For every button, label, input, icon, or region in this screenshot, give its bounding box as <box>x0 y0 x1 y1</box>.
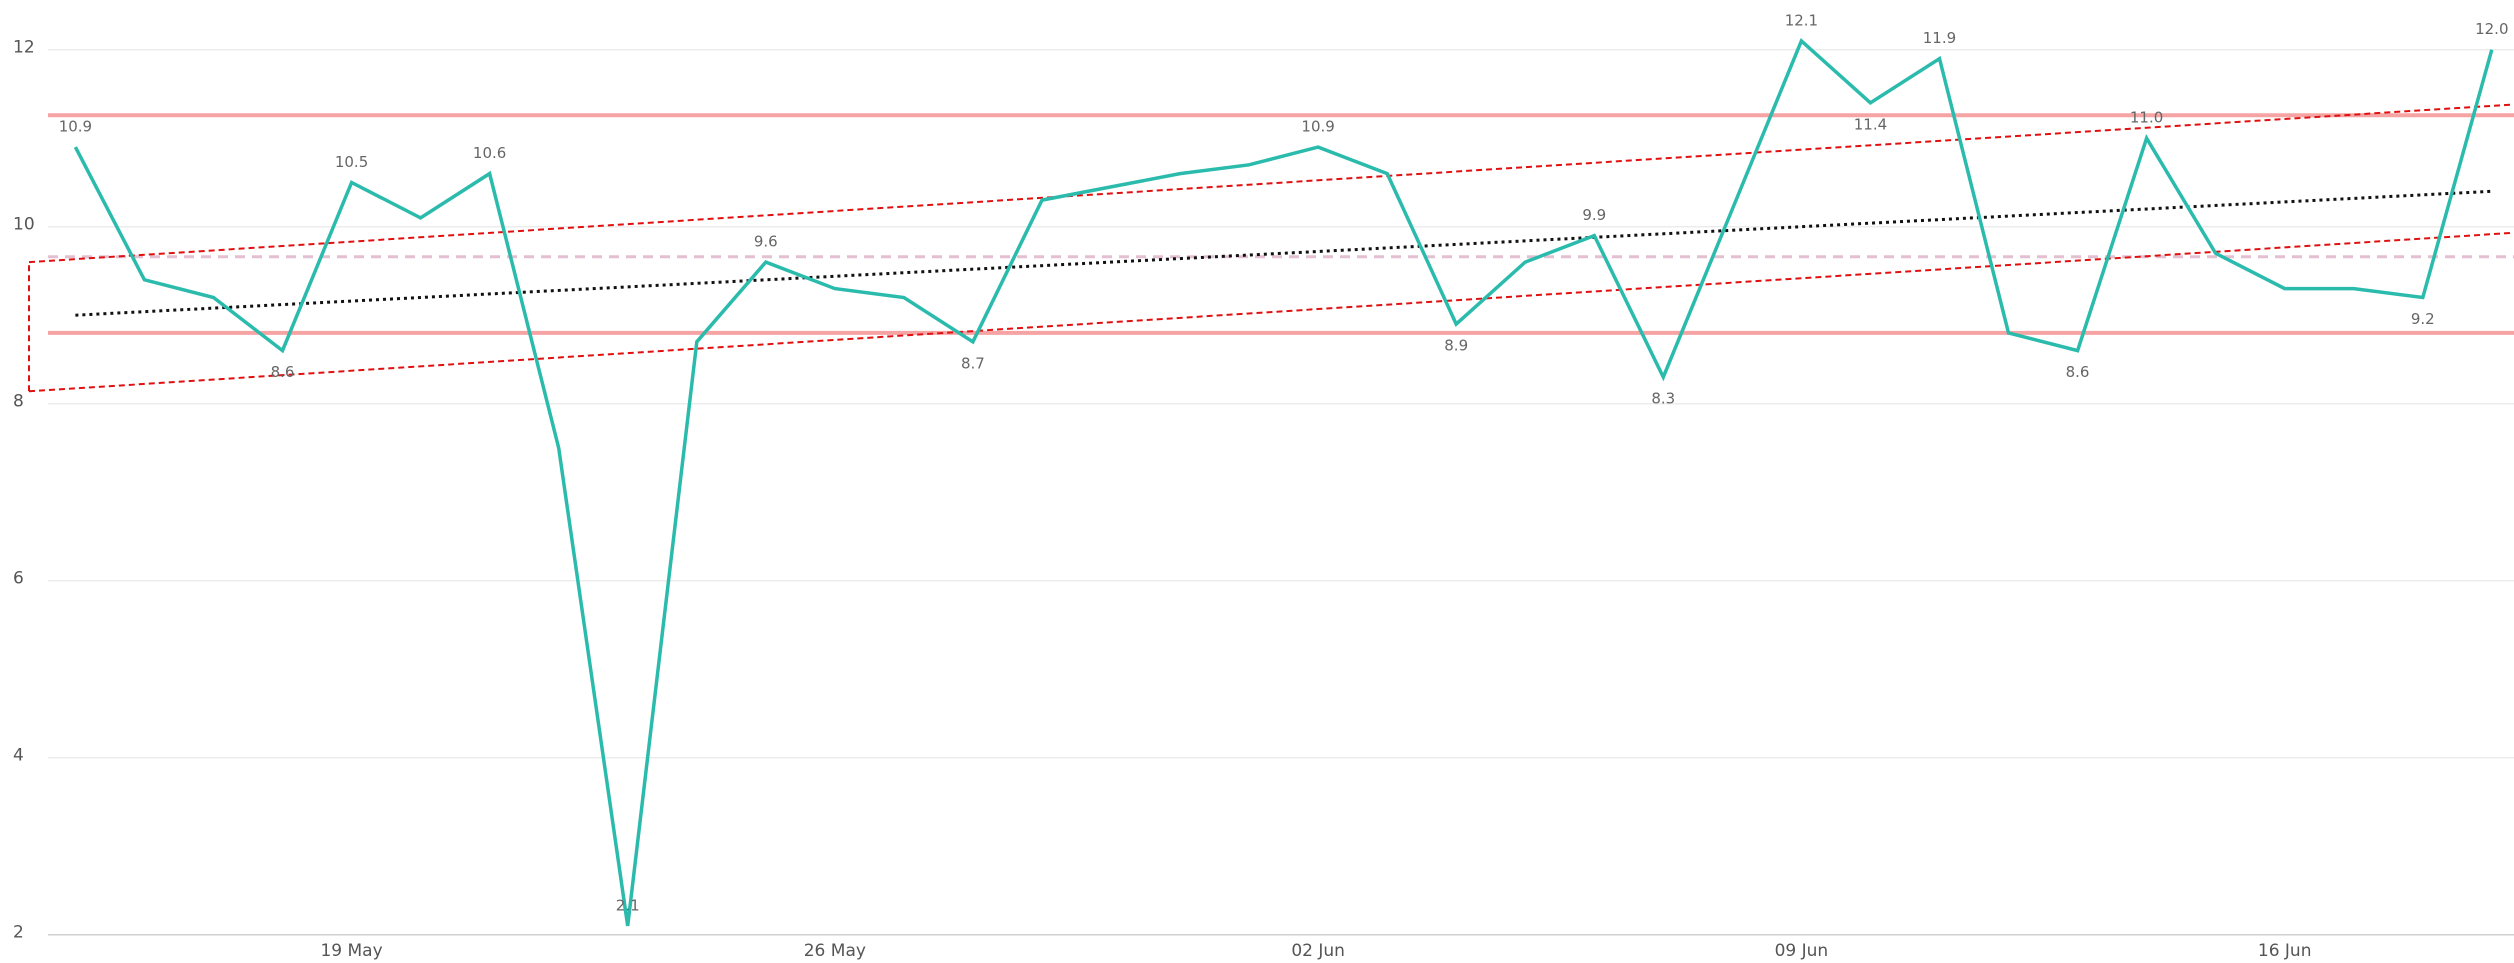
data-label: 10.9 <box>1301 118 1334 136</box>
data-label: 2.1 <box>616 896 640 914</box>
y-tick-label: 2 <box>13 923 24 943</box>
data-label: 9.2 <box>2411 310 2435 328</box>
x-tick-label: 26 May <box>804 941 866 961</box>
data-label: 11.9 <box>1923 29 1956 47</box>
y-tick-label: 8 <box>13 392 24 412</box>
series-line <box>73 37 2494 927</box>
data-label: 8.6 <box>2066 363 2090 381</box>
data-label: 10.9 <box>59 118 92 136</box>
y-tick-label: 10 <box>13 215 35 235</box>
y-tick-label: 4 <box>13 746 24 766</box>
channel-lower <box>28 231 2513 393</box>
x-tick-label: 09 Jun <box>1775 941 1829 961</box>
data-label: 11.0 <box>2130 109 2163 127</box>
channel-upper <box>28 103 2513 264</box>
x-tick-label: 02 Jun <box>1291 941 1345 961</box>
data-label: 10.5 <box>335 153 368 171</box>
data-label: 8.7 <box>961 354 985 372</box>
data-label: 10.6 <box>473 144 506 162</box>
data-label: 12.0 <box>2475 20 2508 38</box>
data-label: 12.1 <box>1785 11 1818 29</box>
data-label: 8.3 <box>1651 390 1675 408</box>
data-label: 11.4 <box>1854 115 1887 133</box>
y-tick-label: 6 <box>13 569 24 589</box>
trend-line <box>75 189 2492 317</box>
x-tick-label: 16 Jun <box>2258 941 2312 961</box>
y-tick-label: 12 <box>13 38 35 58</box>
data-label: 8.9 <box>1444 337 1468 355</box>
data-label: 9.6 <box>754 233 778 251</box>
x-tick-label: 19 May <box>320 941 382 961</box>
data-label: 9.9 <box>1582 206 1606 224</box>
data-label: 8.6 <box>271 363 295 381</box>
